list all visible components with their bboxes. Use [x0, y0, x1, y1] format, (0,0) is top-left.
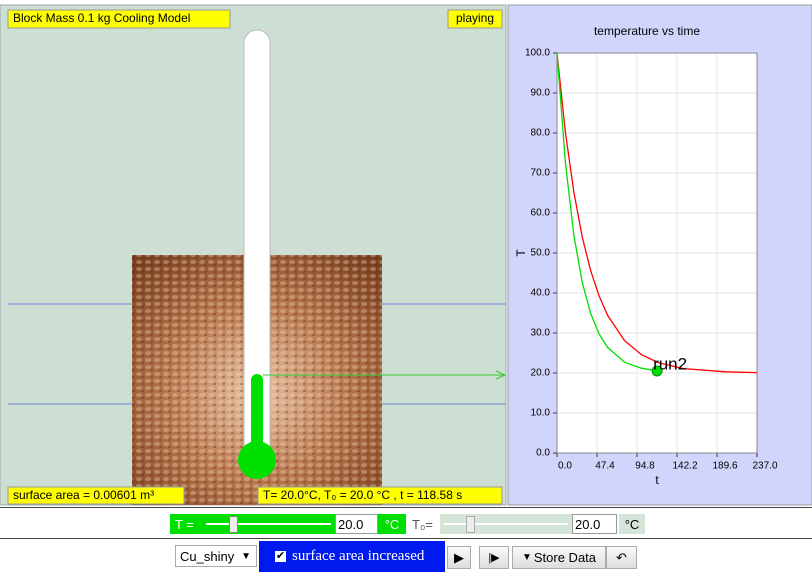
line [556, 52, 758, 374]
checkbox[interactable]: ✔ [275, 550, 286, 562]
state-readout: T= 20.0°C, T₀ = 20.0 °C , t = 118.58 s [263, 488, 462, 502]
y-tick-label: 80.0 [531, 128, 551, 139]
x-tick-label: 189.6 [712, 461, 737, 472]
surface-option[interactable]: ✔ surface area increased [259, 541, 445, 572]
y-axis-label: T [514, 249, 528, 257]
separator [0, 538, 812, 539]
thermometer-bulb [238, 441, 276, 479]
store-button[interactable]: ▼ Store Data [512, 546, 606, 569]
t-input[interactable]: 20.0 [335, 514, 378, 534]
store-text: Store Data [533, 550, 597, 565]
t-slider[interactable] [202, 514, 335, 534]
y-tick-label: 70.0 [531, 168, 551, 179]
y-tick-label: 50.0 [531, 248, 551, 259]
y-tick-label: 30.0 [531, 328, 551, 339]
x-tick-label: 0.0 [558, 461, 572, 472]
y-tick-label: 40.0 [531, 288, 551, 299]
x-tick-label: 237.0 [752, 461, 777, 472]
t-unit: °C [378, 514, 406, 534]
play-button[interactable]: ▶ [447, 546, 471, 569]
x-axis-label: t [655, 473, 659, 487]
reset-button[interactable]: ↶ [606, 546, 637, 569]
t-label: T = [170, 514, 202, 534]
y-tick-label: 90.0 [531, 88, 551, 99]
y-tick-label: 10.0 [531, 408, 551, 419]
label-box [447, 9, 503, 29]
y-tick-label: 20.0 [531, 368, 551, 379]
material-value: Cu_shiny [180, 548, 235, 564]
store-icon: ▼ [521, 552, 532, 563]
simulation-view: Block Mass 0.1 kg Cooling Model playing … [0, 4, 812, 506]
t0-input[interactable]: 20.0 [572, 514, 617, 534]
label-box [7, 486, 185, 505]
t0-slider[interactable] [440, 514, 572, 534]
label-box [7, 9, 231, 29]
slider-thumb[interactable] [229, 516, 238, 533]
slider-track [444, 523, 568, 525]
separator [0, 507, 812, 508]
label-box [257, 486, 503, 505]
option-text: surface area increased [292, 548, 425, 564]
step-button[interactable]: |▶ [479, 546, 509, 569]
series-label: run2 [653, 354, 687, 373]
material-select[interactable]: Cu_shiny ▼ [175, 545, 257, 567]
arrow-head [495, 370, 507, 380]
x-tick-label: 142.2 [672, 461, 697, 472]
current-point [651, 365, 663, 377]
x-tick-label: 47.4 [595, 461, 615, 472]
dropdown-arrow: ▼ [241, 550, 251, 562]
y-tick-label: 0.0 [536, 448, 550, 459]
model-title: Block Mass 0.1 kg Cooling Model [13, 11, 190, 25]
status: playing [456, 11, 494, 25]
t0-unit: °C [619, 514, 645, 534]
slider-thumb[interactable] [466, 516, 475, 533]
surface-readout: surface area = 0.00601 m³ [13, 488, 154, 502]
y-tick-label: 100.0 [525, 48, 550, 59]
y-tick-label: 60.0 [531, 208, 551, 219]
x-tick-label: 94.8 [635, 461, 655, 472]
chart-title: temperature vs time [594, 24, 700, 38]
line [556, 52, 658, 372]
slider-track [206, 523, 331, 525]
t0-label: T₀= [412, 516, 433, 532]
plot-frame [556, 52, 758, 454]
